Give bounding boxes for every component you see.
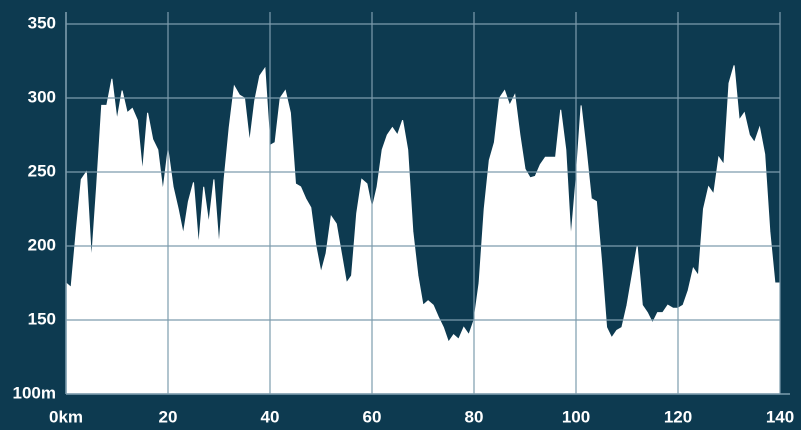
- y-tick-label: 350: [28, 13, 56, 32]
- elevation-line: [65, 65, 780, 344]
- x-tick-label: 40: [261, 407, 280, 426]
- x-tick-label: 0km: [49, 407, 83, 426]
- x-tick-label: 100: [562, 407, 590, 426]
- area-fill: [66, 65, 780, 395]
- y-tick-label: 300: [28, 87, 56, 106]
- y-tick-label: 250: [28, 161, 56, 180]
- y-tick-label: 100m: [13, 383, 56, 402]
- x-tick-label: 60: [363, 407, 382, 426]
- y-tick-label: 150: [28, 309, 56, 328]
- x-tick-label: 80: [465, 407, 484, 426]
- x-tick-label: 140: [766, 407, 794, 426]
- x-tick-label: 20: [159, 407, 178, 426]
- x-tick-label: 120: [664, 407, 692, 426]
- y-tick-label: 200: [28, 235, 56, 254]
